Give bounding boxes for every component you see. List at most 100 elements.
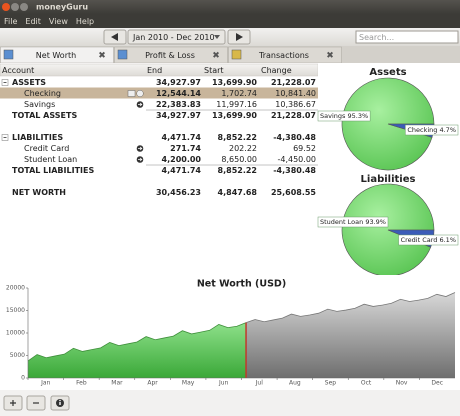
tab-label[interactable]: Transactions (258, 51, 309, 60)
amount: 34,927.97 (156, 78, 201, 87)
area-fill (28, 322, 247, 378)
close-button[interactable] (2, 3, 10, 11)
tab-close[interactable]: ✖ (98, 51, 106, 61)
x-tick-label: Oct (361, 380, 372, 387)
pie-label-box (398, 234, 459, 246)
amount: 202.22 (229, 144, 257, 153)
amount: 21,228.07 (271, 78, 316, 87)
title-bar (0, 0, 460, 14)
chart-title: Net Worth (USD) (197, 279, 286, 290)
tab-close[interactable]: ✖ (326, 51, 334, 61)
pie-label: Student Loan 93.9% (320, 218, 386, 226)
x-tick-label: Sep (325, 380, 337, 387)
pie-label-name: Savings (320, 112, 346, 120)
column-header: Change (261, 66, 292, 75)
amount: 4,471.74 (162, 133, 202, 142)
tab-label[interactable]: Profit & Loss (145, 51, 195, 60)
amount: 13,699.90 (212, 111, 257, 120)
info-icon-dot (59, 399, 61, 402)
date-range: Jan 2010 - Dec 2010 (132, 33, 215, 42)
x-tick-label: Jan (40, 380, 50, 387)
tab-icon (117, 49, 128, 60)
amount: 21,228.07 (271, 111, 316, 120)
amount: 25,608.55 (271, 188, 316, 197)
account-name: NET WORTH (12, 188, 66, 197)
pie-label-name: Credit Card (401, 236, 438, 244)
x-tick-label: Jul (255, 380, 264, 387)
maximize-button[interactable] (20, 3, 28, 11)
pie-label: Checking 4.7% (407, 126, 456, 134)
amount: 13,699.90 (212, 78, 257, 87)
amount: 12,544.14 (156, 89, 201, 98)
tab-icon (3, 49, 14, 60)
column-header: Start (204, 66, 224, 75)
y-tick-label: 20000 (6, 285, 25, 292)
amount: 10,386.67 (275, 100, 316, 109)
pie-label: Savings 95.3% (320, 112, 368, 120)
date-range-button[interactable] (127, 29, 226, 45)
x-tick-label: Feb (76, 380, 87, 387)
amount: 8,650.00 (221, 155, 257, 164)
menu-bar (0, 14, 460, 28)
y-tick-label: 15000 (6, 307, 25, 314)
goto-arrow (138, 146, 143, 151)
amount: 8,852.22 (218, 133, 257, 142)
amount: -4,380.48 (273, 133, 316, 142)
account-name: TOTAL LIABILITIES (12, 166, 94, 175)
column-header: Account (2, 66, 34, 75)
pie-label-box (405, 124, 459, 136)
search-box[interactable] (355, 30, 459, 44)
amount: 8,852.22 (218, 166, 257, 175)
goto-arrow (138, 102, 143, 107)
pie-label: Credit Card 6.1% (401, 236, 456, 244)
x-tick-label: Apr (147, 380, 158, 387)
x-tick-label: Aug (289, 380, 301, 387)
selected-row (0, 87, 318, 99)
pie-title: Assets (369, 67, 406, 78)
reconcile-icon (127, 90, 136, 97)
account-name: Savings (24, 100, 55, 109)
info-icon-stem (59, 402, 61, 405)
account-name: LIABILITIES (12, 133, 63, 142)
amount: 10,841.40 (275, 89, 316, 98)
y-tick-label: 5000 (10, 352, 25, 359)
area-line (245, 292, 456, 324)
next-arrow (236, 33, 243, 41)
amount: 1,702.74 (221, 89, 257, 98)
prev-arrow (111, 33, 118, 41)
menu-item[interactable]: File (4, 17, 17, 26)
menu-item[interactable]: Help (76, 17, 94, 26)
amount: -4,450.00 (277, 155, 316, 164)
search-placeholder: Search... (359, 33, 394, 42)
tab-icon (231, 49, 242, 60)
area-fill (246, 292, 455, 378)
account-name: ASSETS (12, 78, 46, 87)
amount: 4,471.74 (162, 166, 202, 175)
pie-label-name: Checking (407, 126, 437, 134)
pie-label-name: Student Loan (320, 218, 363, 226)
amount: 30,456.23 (156, 188, 201, 197)
amount: 34,927.97 (156, 111, 201, 120)
minimize-button[interactable] (11, 3, 19, 11)
account-name: Student Loan (24, 155, 77, 164)
pie-label-value: 95.3% (347, 112, 368, 120)
pie-label-value: 6.1% (439, 236, 456, 244)
x-tick-label: Mar (111, 380, 123, 387)
menu-item[interactable]: View (49, 17, 68, 26)
x-tick-label: Dec (431, 380, 443, 387)
pie-label-box (317, 216, 389, 228)
amount: -4,380.48 (273, 166, 316, 175)
tab-close[interactable]: ✖ (212, 51, 220, 61)
y-tick-label: 0 (21, 375, 25, 382)
area-line (27, 322, 247, 362)
goto-arrow (138, 157, 143, 162)
x-tick-label: Jun (218, 380, 229, 387)
menu-item[interactable]: Edit (25, 17, 41, 26)
amount: 22,383.83 (156, 100, 201, 109)
goto-icon[interactable] (136, 89, 144, 98)
amount: 4,847.68 (218, 188, 258, 197)
tab-label[interactable]: Net Worth (36, 51, 76, 60)
pie-label-value: 93.9% (365, 218, 386, 226)
amount: 4,200.00 (162, 155, 202, 164)
